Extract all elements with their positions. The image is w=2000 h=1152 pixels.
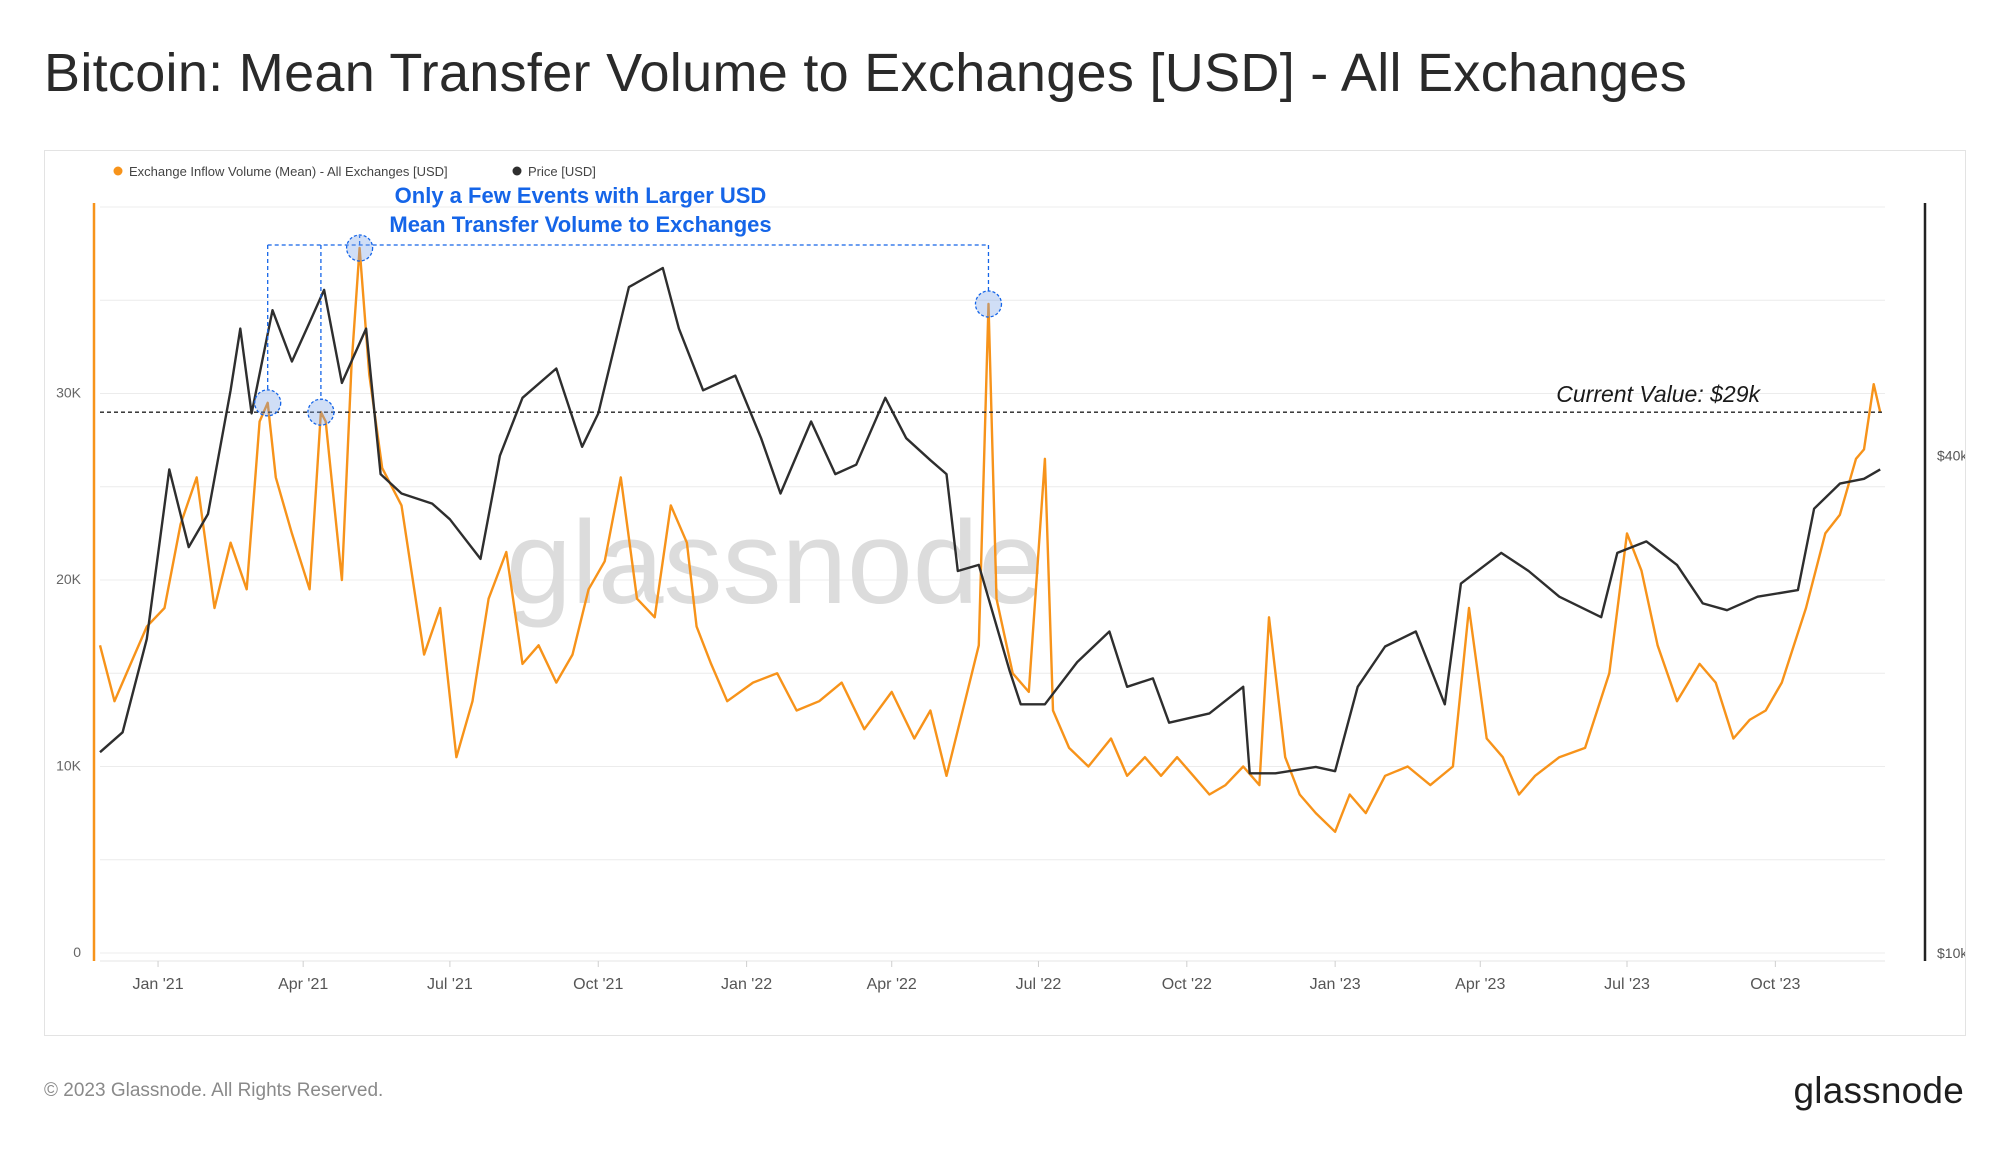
x-tick-label: Apr '21	[278, 976, 328, 993]
watermark-layer: glassnode	[506, 497, 1044, 629]
y-left-tick-label: 30K	[56, 385, 82, 401]
reference-line-label: Current Value: $29k	[1556, 381, 1761, 407]
inflow-series	[98, 246, 1882, 833]
chart-panel: glassnode 0 10K 20K 30K $10k $40k Jan '21 Apr '…	[44, 150, 1966, 1036]
legend: Exchange Inflow Volume (Mean) - All Exch…	[113, 164, 596, 179]
legend-swatch	[113, 166, 123, 176]
y-right-tick-label: $40k	[1937, 448, 1965, 464]
x-tick-label: Apr '23	[1455, 976, 1505, 993]
highlight-circle	[254, 389, 282, 417]
x-tick-label: Jul '22	[1016, 976, 1062, 993]
axes: 0 10K 20K 30K $10k $40k Jan '21 Apr '21 Jul '21 O…	[56, 203, 1965, 993]
x-tick-label: Apr '22	[867, 976, 917, 993]
footer-copyright: © 2023 Glassnode. All Rights Reserved.	[44, 1080, 384, 1101]
x-tick-label: Jan '21	[133, 976, 184, 993]
x-tick-label: Jul '23	[1604, 976, 1650, 993]
annotation-group: Only a Few Events with Larger USD Mean Tr…	[254, 183, 1003, 426]
y-left-tick-label: 0	[73, 944, 81, 960]
price-series	[99, 266, 1881, 775]
y-right-tick-label: $10k	[1937, 945, 1965, 961]
x-tick-label: Oct '21	[573, 976, 623, 993]
highlight-circle	[974, 290, 1003, 318]
chart-svg: glassnode 0 10K 20K 30K $10k $40k Jan '21 Apr '…	[56, 164, 1965, 993]
legend-label: Price [USD]	[528, 164, 596, 179]
watermark-text: glassnode	[506, 497, 1044, 629]
legend-label: Exchange Inflow Volume (Mean) - All Exch…	[129, 164, 448, 179]
x-tick-label: Jul '21	[427, 976, 473, 993]
inflow-line	[98, 246, 1882, 833]
footer-logo[interactable]: glassnode	[1793, 1070, 1964, 1111]
legend-swatch	[512, 166, 522, 176]
y-left-tick-label: 10K	[56, 758, 82, 774]
y-left-tick-label: 20K	[56, 571, 82, 587]
x-tick-label: Jan '22	[721, 976, 772, 993]
annotation-text-line2: Mean Transfer Volume to Exchanges	[389, 212, 771, 237]
x-tick-label: Oct '23	[1750, 976, 1800, 993]
x-tick-label: Jan '23	[1310, 976, 1361, 993]
price-line	[99, 266, 1881, 775]
page-title: Bitcoin: Mean Transfer Volume to Exchang…	[44, 43, 1687, 103]
reference-line-group: Current Value: $29k	[100, 381, 1885, 413]
highlight-circle	[345, 234, 374, 262]
x-tick-label: Oct '22	[1162, 976, 1212, 993]
highlight-circle	[307, 398, 335, 426]
annotation-text-line1: Only a Few Events with Larger USD	[395, 183, 767, 208]
